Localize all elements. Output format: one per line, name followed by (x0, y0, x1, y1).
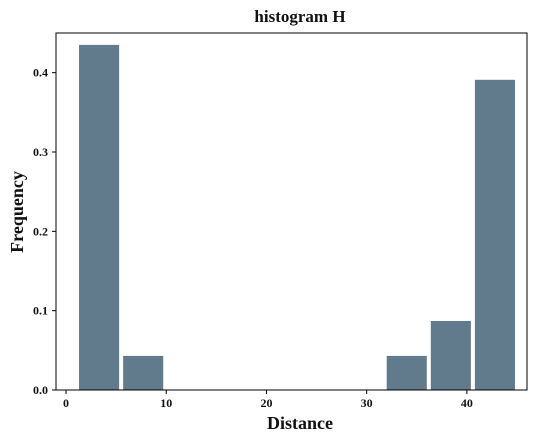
x-tick-label: 40 (461, 396, 473, 410)
histogram-bar-2 (123, 355, 164, 390)
x-tick-label: 20 (260, 396, 272, 410)
histogram-bar-5 (474, 79, 515, 390)
y-axis-ticks: 0.0 0.1 0.2 0.3 0.4 (33, 66, 56, 397)
x-axis-ticks: 0 10 20 30 40 (63, 390, 473, 410)
y-tick-label: 0.4 (33, 66, 48, 80)
y-tick-label: 0.1 (33, 304, 48, 318)
bars-group (79, 44, 515, 391)
x-tick-label: 0 (63, 396, 69, 410)
y-tick-label: 0.0 (33, 383, 48, 397)
histogram-bar-1 (79, 44, 120, 391)
x-tick-label: 10 (160, 396, 172, 410)
chart-title: histogram H (254, 7, 345, 26)
histogram-bar-3 (386, 355, 427, 390)
y-tick-label: 0.2 (33, 224, 48, 238)
x-tick-label: 30 (361, 396, 373, 410)
histogram-bar-4 (430, 320, 471, 390)
plot-frame (55, 32, 528, 391)
y-axis-label: Frequency (7, 171, 27, 253)
x-axis-label: Distance (267, 413, 333, 433)
y-tick-label: 0.3 (33, 145, 48, 159)
